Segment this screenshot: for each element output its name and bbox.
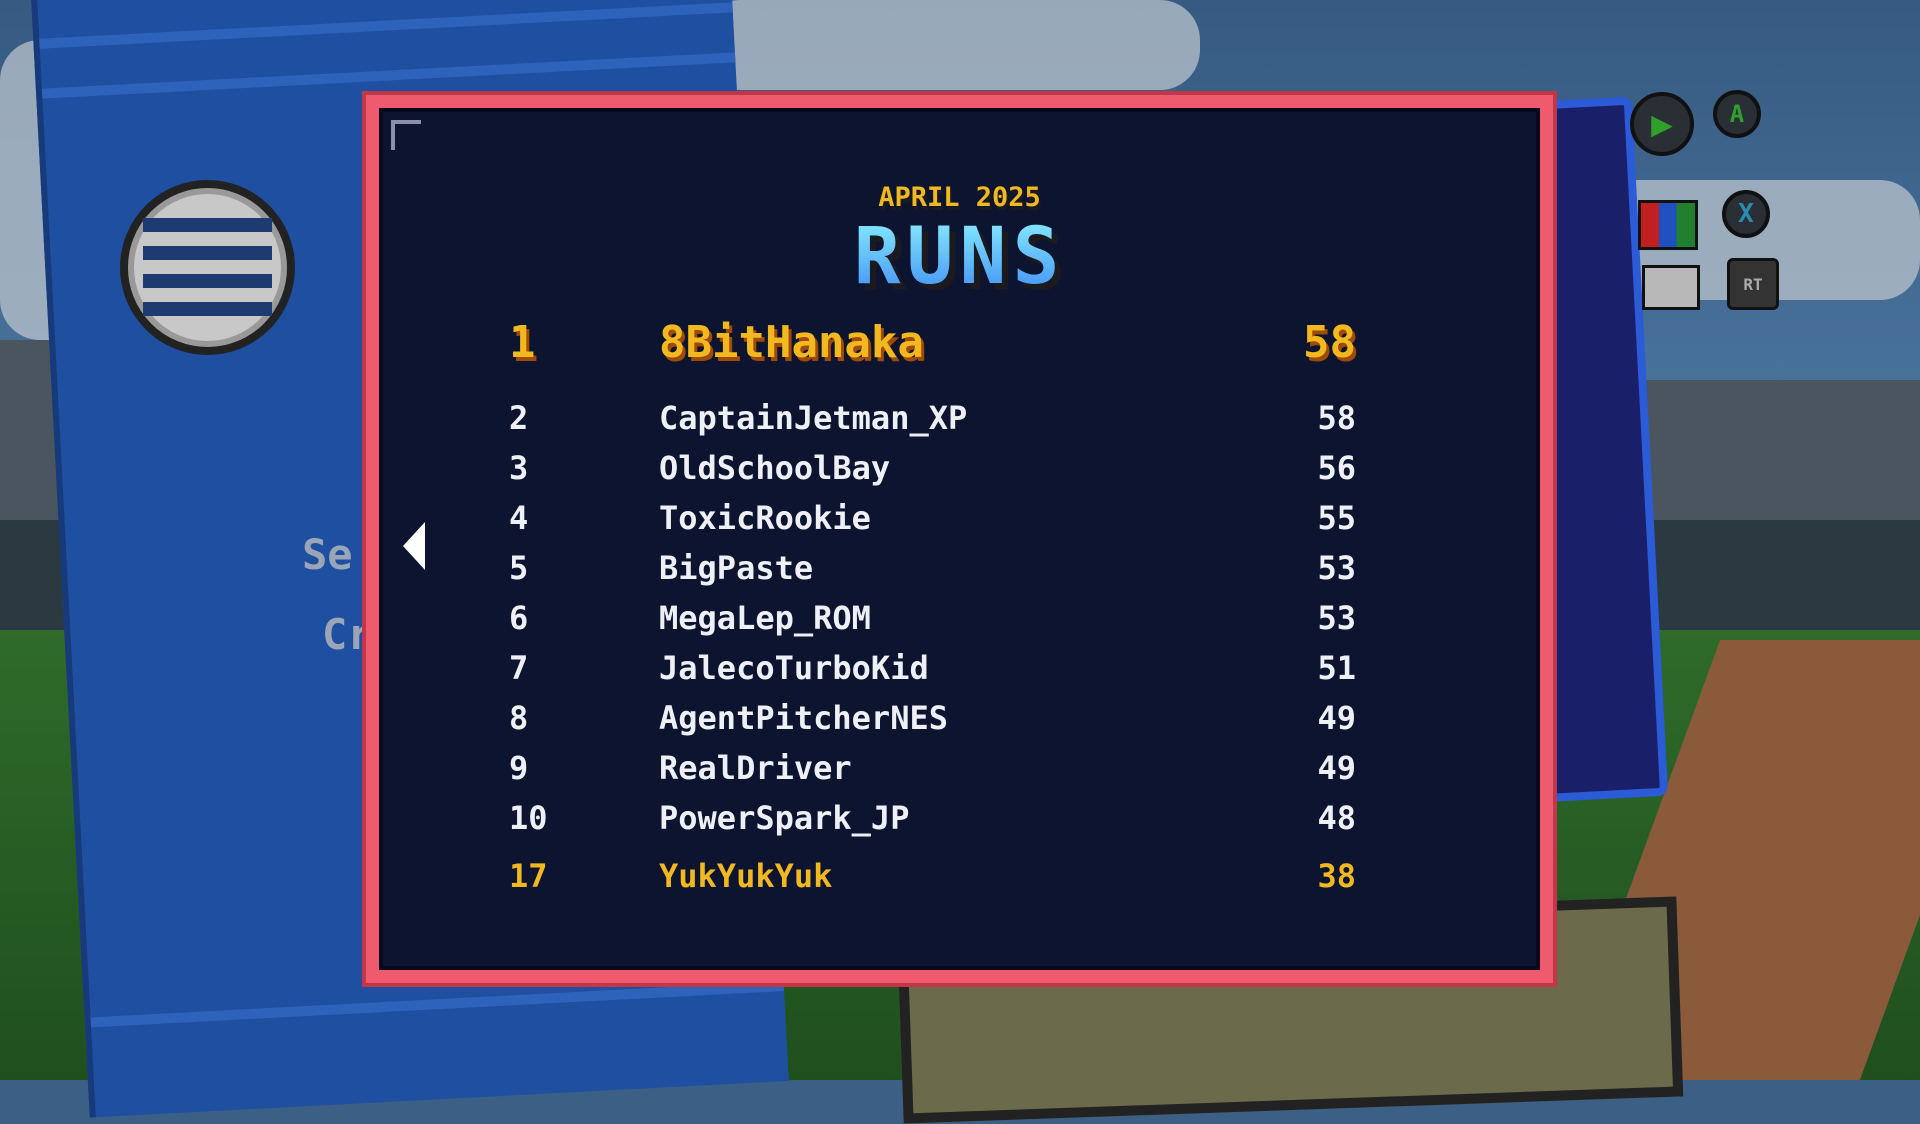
previous-arrow-icon[interactable] — [403, 522, 425, 570]
rank: 2 — [509, 399, 529, 437]
play-icon[interactable]: ▶ — [1630, 92, 1694, 156]
rank: 5 — [509, 549, 529, 587]
rank: 10 — [509, 799, 548, 837]
score: 53 — [1317, 599, 1356, 637]
leaderboard-category: RUNS — [383, 212, 1536, 302]
score: 38 — [1317, 857, 1356, 895]
rank: 1 — [509, 317, 536, 368]
cloud — [700, 0, 1200, 90]
score: 58 — [1317, 399, 1356, 437]
rank: 4 — [509, 499, 529, 537]
player-name: PowerSpark_JP — [659, 799, 910, 837]
rank: 7 — [509, 649, 529, 687]
player-name: ToxicRookie — [659, 499, 871, 537]
rank: 8 — [509, 699, 529, 737]
player-name: YukYukYuk — [659, 857, 833, 895]
rank: 9 — [509, 749, 529, 787]
player-name: 8BitHanaka — [659, 317, 924, 368]
corner-decoration — [391, 120, 421, 150]
a-button-icon[interactable]: A — [1713, 90, 1761, 138]
player-name: CaptainJetman_XP — [659, 399, 968, 437]
rank: 17 — [509, 857, 548, 895]
score: 49 — [1317, 749, 1356, 787]
player-name: AgentPitcherNES — [659, 699, 948, 737]
rank: 3 — [509, 449, 529, 487]
leaderboard-modal: APRIL 2025 RUNS 1 8BitHanaka 58 2 Captain… — [362, 91, 1557, 987]
score: 53 — [1317, 549, 1356, 587]
player-name: RealDriver — [659, 749, 852, 787]
player-name: OldSchoolBay — [659, 449, 891, 487]
x-button-icon[interactable]: X — [1722, 190, 1770, 238]
leaderboard-period: APRIL 2025 — [878, 182, 1041, 213]
podium-icon[interactable] — [1638, 200, 1698, 250]
score: 51 — [1317, 649, 1356, 687]
rt-button-icon[interactable]: RT — [1727, 258, 1779, 310]
player-name: BigPaste — [659, 549, 814, 587]
player-name: MegaLep_ROM — [659, 599, 871, 637]
player-name: JalecoTurboKid — [659, 649, 929, 687]
leaderboard-panel: APRIL 2025 RUNS 1 8BitHanaka 58 2 Captain… — [379, 108, 1540, 970]
book-icon[interactable] — [1642, 265, 1700, 310]
score: 49 — [1317, 699, 1356, 737]
city-building — [1640, 380, 1920, 530]
score: 55 — [1317, 499, 1356, 537]
score: 56 — [1317, 449, 1356, 487]
rank: 6 — [509, 599, 529, 637]
baseball-logo — [120, 180, 295, 355]
menu-text: Se — [302, 530, 353, 579]
score: 48 — [1317, 799, 1356, 837]
score: 58 — [1303, 317, 1356, 368]
